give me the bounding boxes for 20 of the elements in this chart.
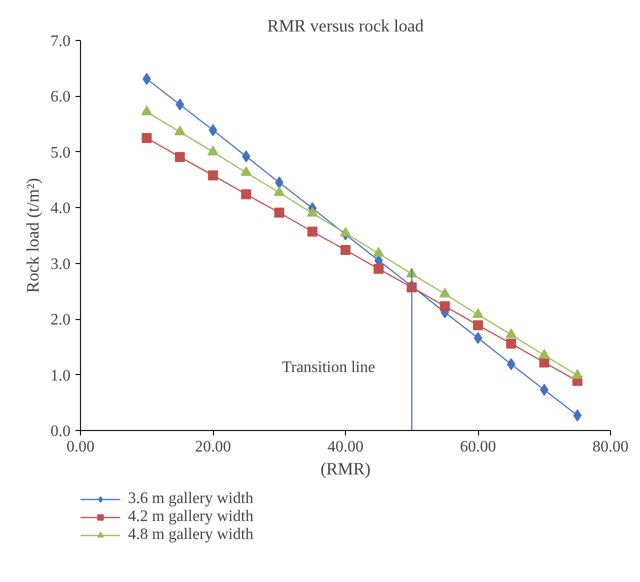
annotation: Transition line <box>282 358 376 376</box>
x-tick-label: 80.00 <box>592 438 628 456</box>
legend-label: 4.2 m gallery width <box>128 508 254 526</box>
y-tick-label: 6.0 <box>50 88 70 106</box>
y-tick-label: 2.0 <box>50 312 70 329</box>
y-tick-label: 3.0 <box>50 256 70 273</box>
y-tick-label: 0.0 <box>50 423 70 440</box>
x-axis-title: (RMR) <box>320 460 371 478</box>
y-tick-label: 1.0 <box>50 367 70 384</box>
chart-title: RMR versus rock load <box>267 16 424 36</box>
legend-label: 4.8 m gallery width <box>128 526 254 544</box>
legend-label: 3.6 m gallery width <box>128 490 254 508</box>
x-tick-label: 20.00 <box>195 438 231 456</box>
y-tick-label: 5.0 <box>50 144 70 162</box>
x-tick-label: 60.00 <box>460 438 496 456</box>
x-tick-label: 0.00 <box>66 438 94 456</box>
y-axis-title: Rock load (t/m²) <box>24 178 42 293</box>
x-tick-label: 40.00 <box>328 438 364 456</box>
y-tick-label: 7.0 <box>50 33 70 50</box>
y-tick-label: 4.0 <box>50 200 70 218</box>
